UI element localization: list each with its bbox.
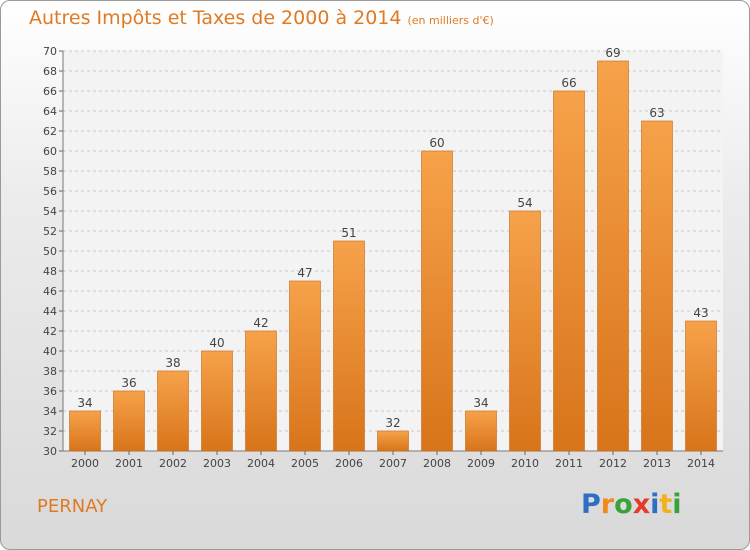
bar bbox=[465, 410, 497, 452]
y-tick-label: 48 bbox=[43, 265, 57, 278]
bar-value-label: 40 bbox=[209, 336, 224, 350]
y-tick-label: 38 bbox=[43, 365, 57, 378]
y-tick-label: 52 bbox=[43, 225, 57, 238]
bar-value-label: 36 bbox=[121, 376, 136, 390]
bar bbox=[509, 210, 541, 452]
logo-letter: o bbox=[614, 489, 633, 520]
logo-letter: x bbox=[632, 489, 651, 520]
x-tick-label: 2010 bbox=[511, 457, 539, 470]
y-tick-label: 32 bbox=[43, 425, 57, 438]
logo-letter: i bbox=[650, 489, 660, 520]
x-tick-label: 2002 bbox=[159, 457, 187, 470]
x-tick-label: 2011 bbox=[555, 457, 583, 470]
y-tick-label: 34 bbox=[43, 405, 57, 418]
x-tick-label: 2000 bbox=[71, 457, 99, 470]
bar-value-label: 66 bbox=[561, 76, 576, 90]
bar-value-label: 63 bbox=[649, 106, 664, 120]
y-tick-label: 46 bbox=[43, 285, 57, 298]
y-tick-label: 58 bbox=[43, 165, 57, 178]
bar-value-label: 34 bbox=[473, 396, 488, 410]
bar bbox=[289, 280, 321, 452]
bar-value-label: 51 bbox=[341, 226, 356, 240]
bar bbox=[157, 370, 189, 452]
chart-title: Autres Impôts et Taxes de 2000 à 2014 (en… bbox=[29, 7, 494, 29]
y-tick-label: 40 bbox=[43, 345, 57, 358]
y-tick-label: 44 bbox=[43, 305, 57, 318]
y-tick-label: 60 bbox=[43, 145, 57, 158]
bar bbox=[201, 350, 233, 452]
y-tick-label: 54 bbox=[43, 205, 57, 218]
bar bbox=[245, 330, 277, 452]
x-tick-label: 2006 bbox=[335, 457, 363, 470]
y-tick-label: 30 bbox=[43, 445, 57, 458]
bar bbox=[377, 430, 409, 452]
bar bbox=[421, 150, 453, 452]
logo-letter: t bbox=[659, 489, 673, 520]
bar-value-label: 43 bbox=[693, 306, 708, 320]
bar-value-label: 54 bbox=[517, 196, 532, 210]
x-tick-label: 2007 bbox=[379, 457, 407, 470]
bar bbox=[69, 410, 101, 452]
proxiti-logo: Proxiti bbox=[581, 489, 682, 520]
y-tick-label: 70 bbox=[43, 45, 57, 58]
x-tick-label: 2012 bbox=[599, 457, 627, 470]
y-tick-label: 68 bbox=[43, 65, 57, 78]
bar-value-label: 69 bbox=[605, 46, 620, 60]
bar-value-label: 32 bbox=[385, 416, 400, 430]
x-tick-label: 2001 bbox=[115, 457, 143, 470]
bar-value-label: 47 bbox=[297, 266, 312, 280]
x-tick-label: 2008 bbox=[423, 457, 451, 470]
x-tick-label: 2014 bbox=[687, 457, 715, 470]
bar bbox=[641, 120, 673, 452]
bar-value-label: 42 bbox=[253, 316, 268, 330]
logo-letter: P bbox=[581, 489, 601, 520]
bar bbox=[685, 320, 717, 452]
logo-letter: i bbox=[672, 489, 682, 520]
x-tick-label: 2004 bbox=[247, 457, 275, 470]
bar-value-label: 38 bbox=[165, 356, 180, 370]
x-tick-label: 2013 bbox=[643, 457, 671, 470]
x-tick-label: 2005 bbox=[291, 457, 319, 470]
y-tick-label: 62 bbox=[43, 125, 57, 138]
y-tick-label: 64 bbox=[43, 105, 57, 118]
logo-letter: r bbox=[600, 489, 615, 520]
y-tick-label: 56 bbox=[43, 185, 57, 198]
y-tick-label: 50 bbox=[43, 245, 57, 258]
title-text: Autres Impôts et Taxes de 2000 à 2014 bbox=[29, 7, 402, 29]
x-tick-label: 2009 bbox=[467, 457, 495, 470]
bar bbox=[333, 240, 365, 452]
bar bbox=[553, 90, 585, 452]
bar bbox=[597, 60, 629, 452]
bar bbox=[113, 390, 145, 452]
title-unit: (en milliers d'€) bbox=[407, 14, 494, 27]
y-tick-label: 42 bbox=[43, 325, 57, 338]
bar-value-label: 60 bbox=[429, 136, 444, 150]
bar-value-label: 34 bbox=[77, 396, 92, 410]
x-tick-label: 2003 bbox=[203, 457, 231, 470]
town-name: PERNAY bbox=[37, 496, 108, 517]
y-tick-label: 66 bbox=[43, 85, 57, 98]
y-tick-label: 36 bbox=[43, 385, 57, 398]
